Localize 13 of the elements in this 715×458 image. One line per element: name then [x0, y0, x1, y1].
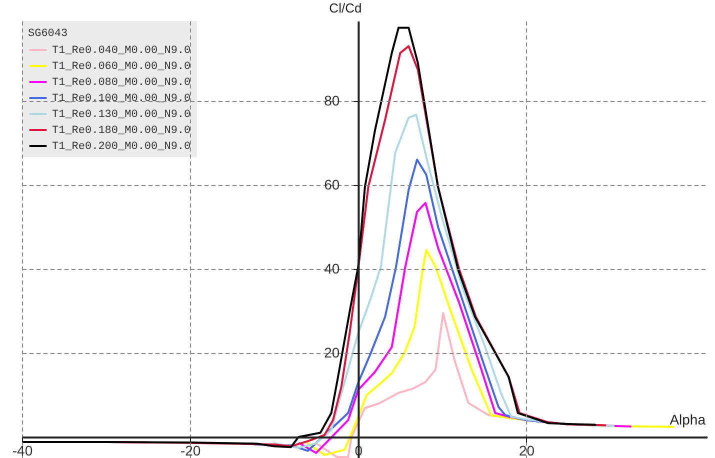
- legend-label: T1_Re0.080_M0.00_N9.0: [52, 77, 191, 89]
- legend-label: T1_Re0.100_M0.00_N9.0: [52, 93, 191, 105]
- legend-label: T1_Re0.060_M0.00_N9.0: [52, 61, 191, 73]
- x-tick-label: 20: [519, 442, 535, 458]
- x-axis-title: Alpha: [670, 411, 706, 428]
- legend-label: T1_Re0.130_M0.00_N9.0: [52, 109, 191, 121]
- x-tick-label: -40: [12, 442, 33, 458]
- legend-label: T1_Re0.200_M0.00_N9.0: [52, 141, 191, 153]
- legend-label: T1_Re0.040_M0.00_N9.0: [52, 45, 191, 57]
- y-axis-title: Cl/Cd: [329, 0, 362, 16]
- legend-title: SG6043: [28, 28, 68, 40]
- legend-label: T1_Re0.180_M0.00_N9.0: [52, 125, 191, 137]
- x-tick-label: -20: [180, 442, 201, 458]
